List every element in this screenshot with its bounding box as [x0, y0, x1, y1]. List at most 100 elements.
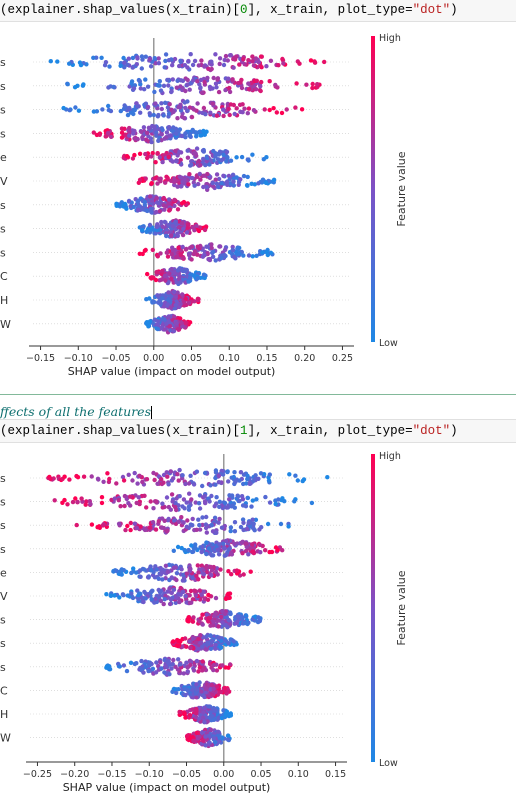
shap-dot — [211, 249, 216, 254]
shap-dot — [252, 477, 257, 482]
shap-dot — [146, 668, 151, 674]
shap-dot — [178, 59, 184, 65]
shap-dot — [227, 622, 233, 627]
shap-dot — [196, 228, 202, 234]
shap-dot — [181, 255, 186, 261]
x-tick-label: −0.05 — [101, 353, 130, 364]
shap-dot — [219, 158, 224, 163]
shap-dot — [206, 733, 212, 738]
shap-dot — [217, 542, 222, 547]
shap-dot — [138, 110, 143, 115]
shap-dot — [193, 691, 199, 696]
shap-dot — [207, 661, 213, 667]
shap-dot — [276, 63, 281, 68]
code-cell-2[interactable]: (explainer.shap_values(x_train)[1], x_tr… — [0, 419, 516, 443]
shap-dot — [122, 126, 127, 131]
shap-dot — [119, 130, 125, 135]
shap-dot — [163, 576, 168, 581]
shap-dot — [197, 716, 202, 721]
shap-dot — [197, 522, 202, 528]
markdown-cell[interactable]: ffects of all the features — [0, 402, 516, 422]
shap-dot — [140, 251, 145, 257]
shap-dot — [161, 196, 166, 201]
shap-dot — [140, 135, 145, 140]
shap-dot — [202, 596, 207, 602]
shap-dot — [217, 56, 223, 61]
shap-dot — [200, 612, 205, 617]
shap-dot — [209, 682, 215, 688]
shap-dot — [196, 181, 201, 187]
shap-dot — [251, 63, 257, 68]
shap-dot — [216, 176, 222, 182]
shap-dot — [147, 222, 153, 228]
shap-dot — [211, 662, 217, 668]
shap-dot — [169, 266, 174, 272]
shap-dot — [196, 517, 201, 522]
shap-dot — [180, 473, 185, 478]
shap-dot — [132, 152, 137, 158]
shap-dot — [134, 570, 139, 575]
shap-dot — [235, 494, 241, 499]
shap-dot — [274, 110, 279, 115]
shap-dot — [161, 113, 166, 118]
shap-dot — [128, 660, 134, 665]
shap-dot — [224, 159, 229, 164]
shap-dot — [202, 64, 207, 69]
shap-dot — [130, 156, 136, 161]
shap-dot — [221, 545, 227, 551]
shap-dot — [153, 670, 159, 675]
shap-dot — [200, 515, 205, 520]
shap-dot — [165, 77, 170, 83]
shap-dot — [156, 200, 161, 206]
colorbar-label: Feature value — [395, 151, 408, 226]
shap-dot — [189, 497, 194, 502]
shap-dot — [199, 730, 205, 735]
shap-dot — [196, 570, 201, 575]
shap-dot — [207, 740, 212, 745]
shap-dot — [210, 254, 216, 259]
feature-dots — [61, 98, 305, 121]
shap-dot — [214, 668, 220, 673]
shap-dot — [262, 107, 267, 112]
shap-dot — [159, 132, 164, 137]
shap-dot — [213, 258, 218, 263]
shap-dot — [196, 158, 202, 164]
shap-dot — [195, 563, 200, 568]
shap-dot — [163, 100, 168, 106]
shap-dot — [163, 563, 169, 568]
shap-dot — [211, 148, 216, 154]
shap-dot — [179, 184, 184, 189]
feature-label: s — [0, 56, 6, 69]
shap-dot — [105, 471, 110, 476]
shap-dot — [184, 571, 189, 576]
shap-dot — [183, 636, 188, 641]
shap-dot — [162, 207, 167, 212]
shap-dot — [275, 547, 280, 553]
shap-dot — [194, 527, 199, 532]
shap-dot — [233, 479, 238, 484]
shap-dot — [264, 155, 269, 160]
shap-dot — [204, 540, 209, 545]
code-text: (explainer.shap_values(x_train)[ — [0, 424, 241, 438]
shap-dot — [193, 593, 199, 598]
shap-dot — [135, 104, 140, 109]
x-tick-label: 0.15 — [256, 353, 277, 364]
shap-dot — [158, 598, 164, 604]
shap-dot — [174, 321, 179, 326]
shap-dot — [197, 129, 203, 134]
shap-dot — [137, 151, 143, 156]
shap-dot — [175, 116, 180, 121]
shap-dot — [156, 576, 161, 581]
shap-dot — [184, 500, 189, 505]
shap-dot — [203, 500, 208, 506]
shap-dot — [208, 646, 214, 651]
feature-label: C — [0, 684, 8, 697]
shap-dot — [159, 106, 164, 112]
shap-dot — [185, 518, 190, 523]
x-tick-label: −0.10 — [135, 769, 164, 780]
shap-dot — [176, 104, 181, 110]
shap-dot — [259, 525, 264, 530]
shap-dot — [84, 499, 89, 504]
code-cell-1[interactable]: (explainer.shap_values(x_train)[0], x_tr… — [0, 0, 516, 22]
shap-dot — [139, 658, 144, 664]
